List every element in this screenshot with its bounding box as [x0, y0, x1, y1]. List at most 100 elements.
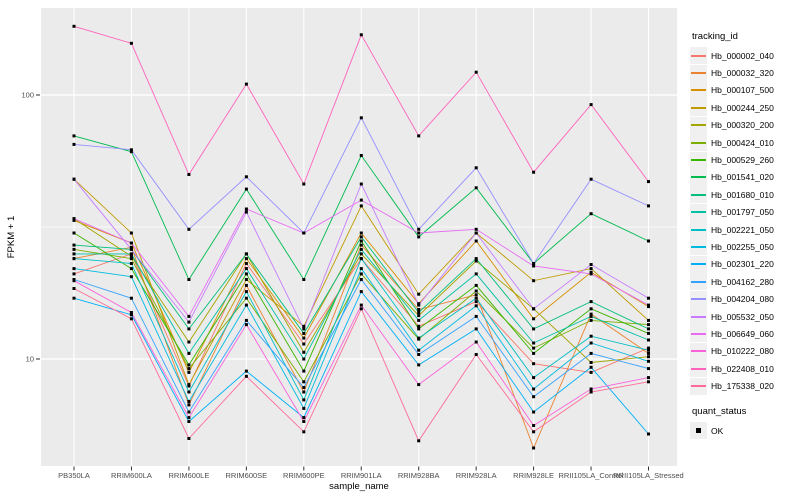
data-point: [187, 278, 191, 281]
x-tick-label: RRII105LA_Stressed: [613, 471, 683, 480]
legend-item: Hb_002221_050: [690, 221, 798, 239]
data-point: [72, 247, 76, 251]
legend-swatch-line: [691, 245, 706, 248]
data-point: [359, 33, 363, 37]
data-point: [129, 245, 133, 249]
x-tick-label: RRIM928LE: [513, 471, 554, 480]
data-point: [474, 257, 478, 261]
data-point: [302, 278, 306, 281]
legend-item: Hb_010222_080: [690, 342, 798, 360]
data-point: [359, 239, 363, 243]
data-point: [187, 390, 191, 394]
data-point: [589, 103, 593, 107]
legend-key: [690, 99, 707, 117]
legend-key: [690, 221, 707, 239]
legend-swatch-line: [691, 228, 706, 231]
data-point: [244, 262, 248, 265]
legend-key: [690, 64, 707, 82]
data-point: [244, 210, 248, 214]
data-point: [474, 283, 478, 287]
data-point: [532, 430, 536, 434]
data-point: [474, 296, 478, 300]
legend-item: Hb_000107_500: [690, 81, 798, 99]
data-point: [187, 363, 191, 367]
data-point: [359, 182, 363, 186]
y-tick-label: 100: [21, 91, 34, 100]
legend-swatch-line: [691, 159, 706, 162]
data-point: [417, 235, 421, 239]
legend-swatch-line: [691, 211, 706, 214]
data-point: [589, 263, 593, 266]
data-point: [187, 227, 191, 231]
data-point: [474, 231, 478, 235]
data-point: [359, 204, 363, 208]
legend-swatch-line: [691, 89, 706, 92]
data-point: [359, 252, 363, 256]
legend-item-label: Hb_000002_040: [711, 50, 774, 61]
legend-swatch-line: [691, 193, 706, 196]
data-point: [244, 207, 248, 211]
data-point: [474, 314, 478, 318]
data-point: [589, 270, 593, 274]
data-point: [589, 318, 593, 322]
legend-key: [690, 255, 707, 273]
legend-swatch-line: [691, 263, 706, 266]
legend-key: [690, 273, 707, 291]
data-point: [302, 406, 306, 410]
data-point: [589, 272, 593, 276]
data-point: [474, 166, 478, 170]
legend-item: Hb_000032_320: [690, 64, 798, 82]
data-point: [417, 311, 421, 314]
data-point: [647, 239, 650, 243]
legend-item-label: Hb_001680_010: [711, 189, 774, 200]
legend-item-label: Hb_175338_020: [711, 381, 774, 392]
data-point: [244, 323, 248, 327]
legend-key: [690, 134, 707, 152]
legend-item-label: Hb_006649_060: [711, 328, 774, 339]
legend-key: [690, 81, 707, 99]
data-point: [474, 353, 478, 356]
data-point: [647, 303, 650, 307]
data-point: [532, 264, 536, 268]
data-point: [474, 70, 478, 74]
data-point: [417, 439, 421, 443]
data-point: [417, 292, 421, 296]
data-point: [72, 134, 76, 138]
data-point: [532, 346, 536, 350]
data-point: [244, 369, 248, 373]
y-axis-title: FPKM + 1: [6, 216, 17, 259]
legend-key: [690, 360, 707, 378]
legend-key: [690, 308, 707, 326]
legend-item-label: Hb_001797_050: [711, 207, 774, 218]
data-point: [244, 175, 248, 179]
data-point: [647, 180, 650, 184]
data-point: [129, 275, 133, 279]
data-point: [589, 341, 593, 345]
legend-item: Hb_000424_010: [690, 134, 798, 152]
data-point: [187, 314, 191, 318]
data-point: [129, 148, 133, 152]
data-point: [589, 212, 593, 216]
data-point: [244, 374, 248, 378]
x-tick-label: RRII105LA_Control: [559, 471, 624, 480]
data-point: [474, 272, 478, 276]
data-point: [417, 314, 421, 318]
data-point: [532, 170, 536, 174]
data-point: [474, 293, 478, 297]
data-point: [244, 252, 248, 256]
data-point: [474, 186, 478, 190]
data-point: [417, 231, 421, 235]
data-point: [532, 327, 536, 331]
data-point: [474, 327, 478, 331]
legend-item: Hb_022408_010: [690, 360, 798, 378]
data-point: [302, 182, 306, 186]
legend: tracking_id Hb_000002_040 Hb_000032_320 Hb…: [690, 31, 798, 439]
legend-key: [690, 238, 707, 256]
data-point: [589, 365, 593, 369]
x-axis-title: sample_name: [329, 481, 389, 492]
x-tick-label: RRIM600PE: [283, 471, 325, 480]
data-point: [647, 346, 650, 350]
data-point: [72, 177, 76, 181]
legend-swatch-line: [691, 332, 706, 335]
